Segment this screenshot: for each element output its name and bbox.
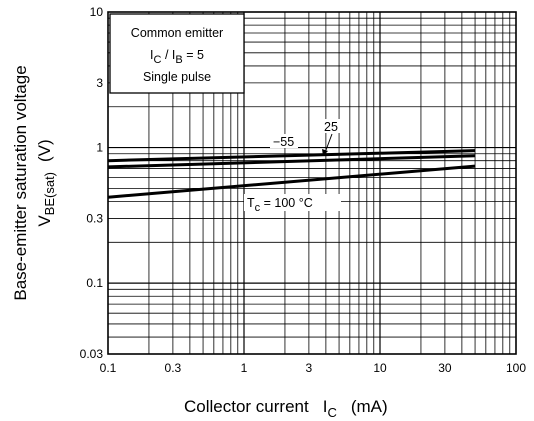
leader-25-arrow	[322, 149, 328, 156]
condition-box	[109, 13, 245, 94]
label-bg-100	[244, 194, 341, 211]
x-tick-label: 1	[241, 361, 248, 375]
plot-frame	[107, 11, 517, 355]
y-tick-label: 0.1	[86, 276, 103, 290]
series-label-25: 25	[324, 120, 338, 134]
series-line-1	[107, 154, 476, 169]
x-tick-label: 0.3	[165, 361, 182, 375]
label-bg-25	[321, 119, 343, 133]
y-tick-label: 0.03	[80, 347, 104, 361]
y-axis-label-line2: VBE(sat)(V)	[35, 139, 57, 226]
y-tick-labels: 0.03 0.1 0.3 1 3 10	[80, 5, 104, 361]
y-tick-label: 3	[96, 76, 103, 90]
condition-line-1: Common emitter	[131, 26, 223, 40]
condition-line-2: IC / IB = 5	[150, 48, 204, 66]
leader-25	[325, 133, 333, 151]
x-axis-label: Collector current IC (mA)	[184, 397, 388, 420]
x-tick-label: 3	[306, 361, 313, 375]
series-label-100: Tc = 100 °C	[247, 196, 313, 214]
y-axis-label: Base-emitter saturation voltage	[11, 65, 30, 300]
series-lines	[107, 149, 476, 199]
y-tick-label: 0.3	[86, 211, 103, 225]
x-tick-label: 30	[438, 361, 452, 375]
y-tick-label: 1	[96, 141, 103, 155]
series-label-minus55: −55	[273, 135, 294, 149]
y-axis-label-2: VBE(sat)(V)	[35, 139, 57, 226]
label-bg-minus55	[270, 134, 298, 148]
x-tick-label: 100	[506, 361, 526, 375]
condition-line-3: Single pulse	[143, 70, 211, 84]
series-line-2	[107, 164, 476, 199]
y-axis-label-line1: Base-emitter saturation voltage	[11, 65, 30, 300]
x-tick-labels: 0.1 0.3 1 3 10 30 100	[100, 361, 527, 375]
y-tick-label: 10	[90, 5, 104, 19]
x-tick-label: 10	[373, 361, 387, 375]
series-line-0	[107, 149, 476, 163]
x-tick-label: 0.1	[100, 361, 117, 375]
